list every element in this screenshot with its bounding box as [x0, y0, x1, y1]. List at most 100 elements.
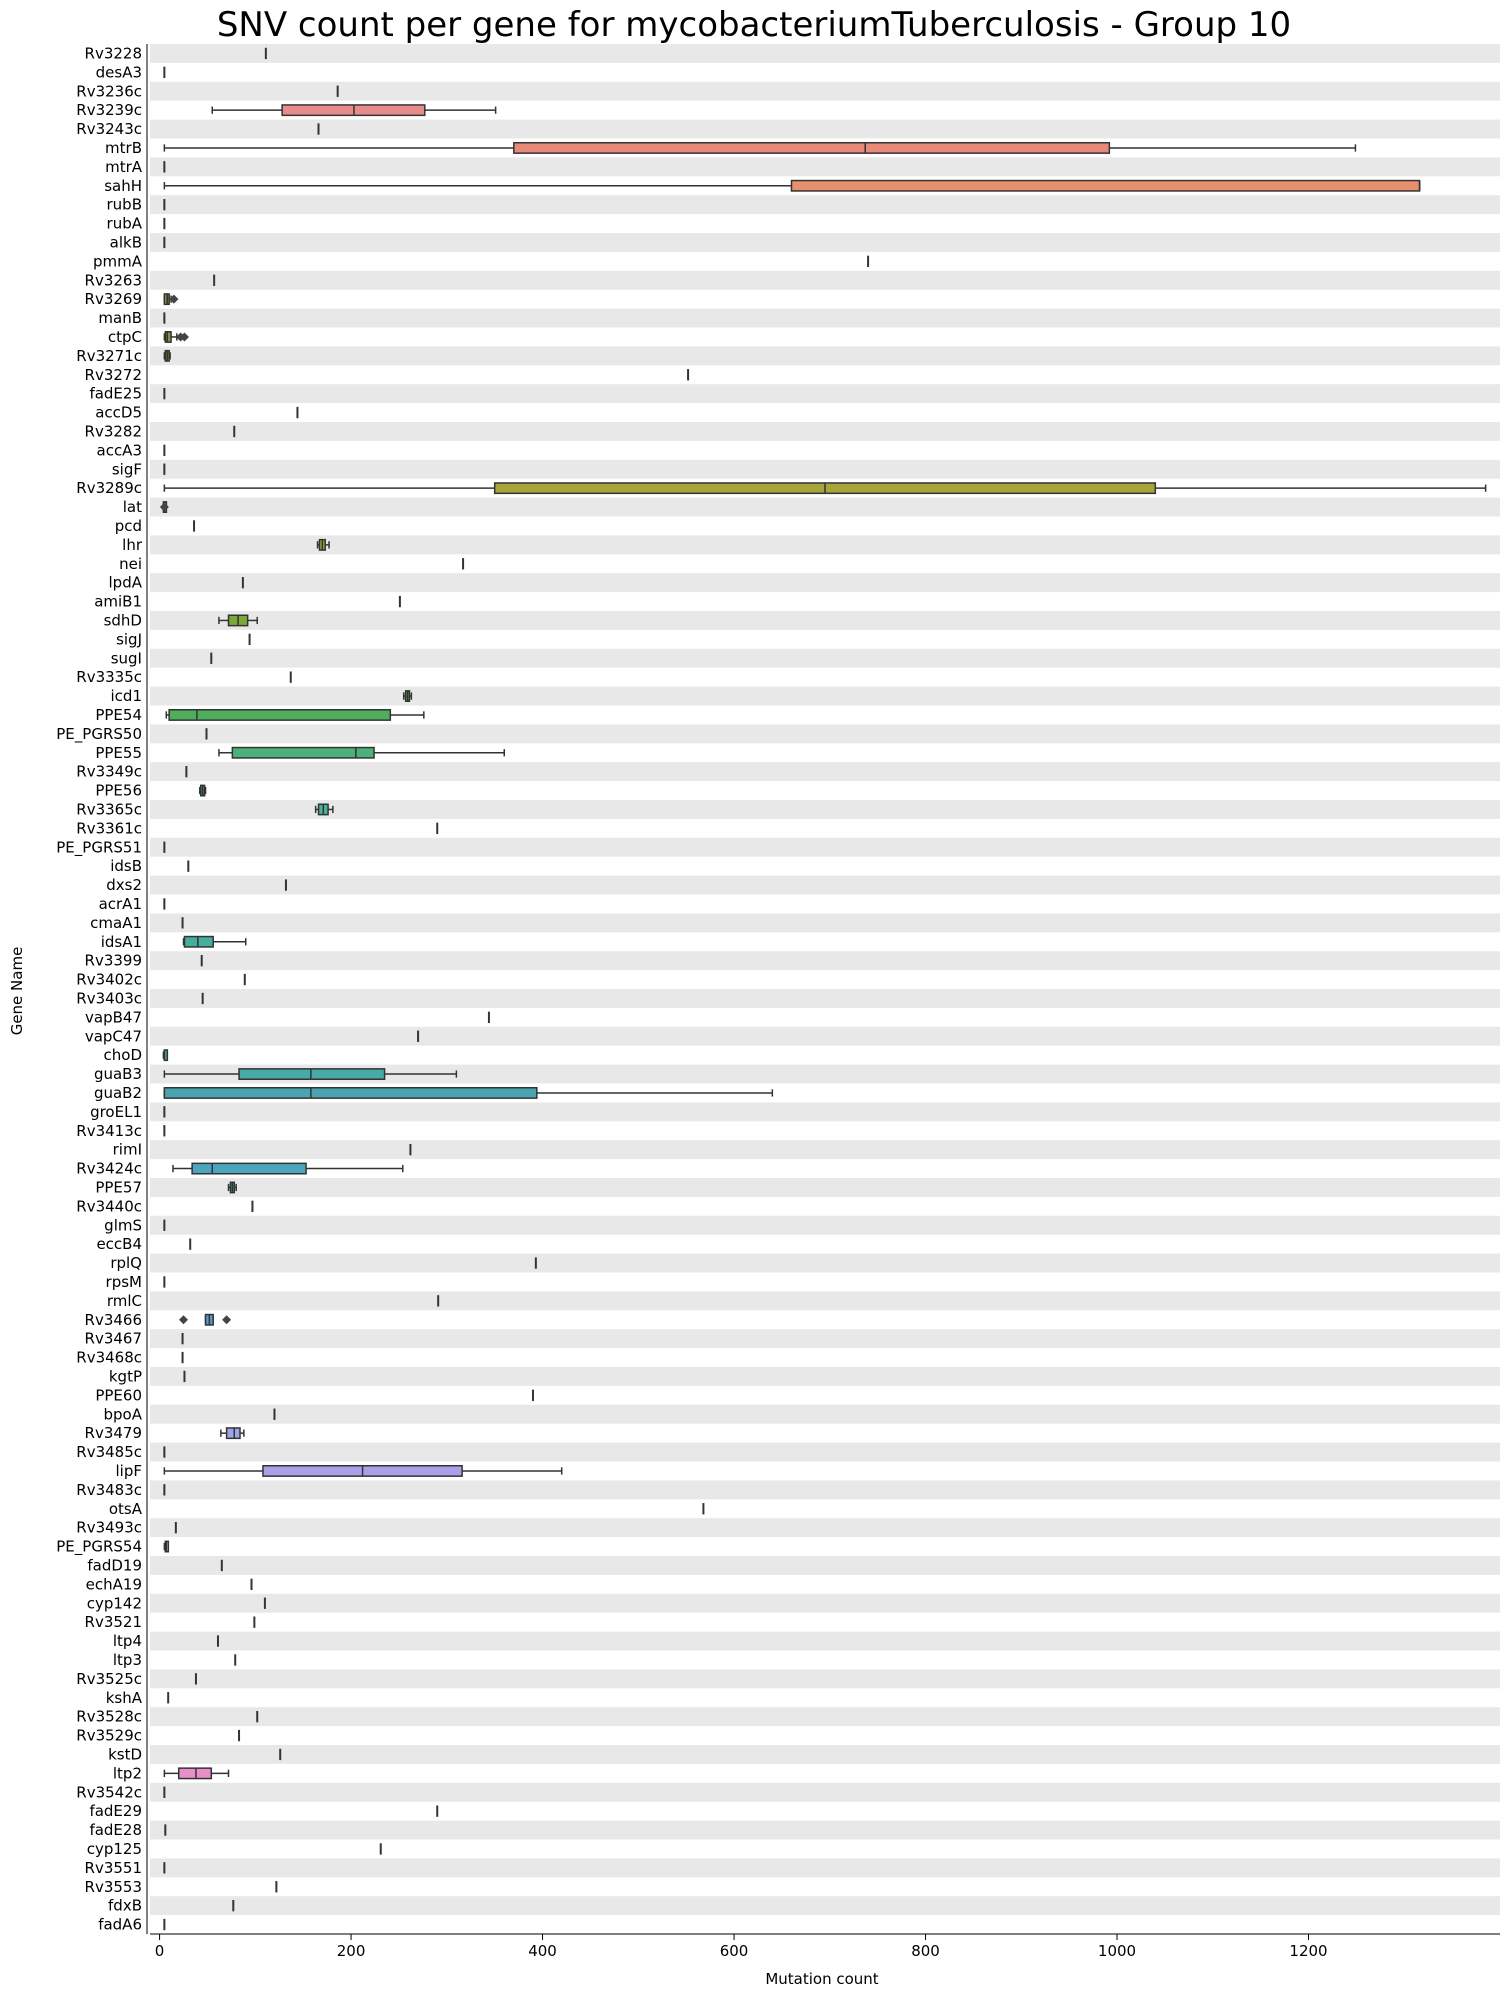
gene-label: Rv3289c — [76, 479, 142, 497]
gene-box — [163, 331, 189, 343]
iqr-box — [168, 709, 392, 721]
gene-label: Rv3282 — [85, 422, 142, 440]
gene-label: fadE25 — [89, 385, 142, 403]
row-band — [150, 1480, 1500, 1500]
gene-label: echA19 — [86, 1575, 142, 1593]
row-band — [150, 1556, 1500, 1575]
gene-box — [162, 1049, 169, 1062]
gene-box — [163, 1767, 230, 1780]
gene-label: lhr — [122, 536, 143, 554]
gene-label: rpsM — [106, 1273, 142, 1291]
gene-label: Rv3243c — [76, 120, 142, 138]
row-band — [150, 535, 1500, 555]
outlier-point — [179, 1315, 189, 1325]
row-band — [150, 1782, 1500, 1802]
gene-label: amiB1 — [94, 593, 142, 611]
gene-box — [218, 746, 506, 759]
row-band — [150, 1178, 1500, 1197]
iqr-box — [163, 1087, 538, 1099]
row-band — [150, 1707, 1500, 1727]
x-axis: 0 200 400 600 800 1000 1200 — [150, 1933, 1500, 1960]
iqr-box — [231, 746, 375, 759]
gene-box — [163, 1465, 563, 1477]
row-band — [150, 195, 1500, 215]
x-tick-label: 200 — [337, 1942, 366, 1960]
gene-label: idsB — [110, 857, 142, 875]
gene-label: PE_PGRS54 — [56, 1538, 142, 1557]
gene-label: rubA — [107, 215, 143, 233]
gene-label: lipF — [116, 1462, 142, 1480]
iqr-box — [238, 1068, 386, 1080]
gene-label: mtrA — [105, 158, 143, 176]
gene-label: Rv3272 — [85, 366, 142, 384]
gene-box — [163, 142, 1357, 154]
gene-box — [314, 803, 334, 816]
row-band — [150, 308, 1500, 328]
x-tick-label: 400 — [528, 1942, 557, 1960]
row-band — [150, 1291, 1500, 1311]
gene-label: sigJ — [116, 630, 142, 648]
gene-label: PPE60 — [95, 1386, 142, 1404]
x-tick-label: 0 — [155, 1942, 165, 1960]
row-band — [150, 270, 1500, 290]
x-tick-label: 1200 — [1289, 1942, 1327, 1960]
row-band — [150, 1329, 1500, 1349]
row-band — [150, 1593, 1500, 1613]
row-band — [150, 346, 1500, 366]
row-band — [150, 837, 1500, 857]
row-band — [150, 422, 1500, 441]
row-band — [150, 951, 1500, 971]
gene-label: Rv3553 — [85, 1878, 142, 1896]
box-layer — [159, 47, 1487, 1931]
gene-label: Rv3525c — [76, 1670, 142, 1688]
gene-box — [165, 709, 425, 721]
gene-label: Rv3335c — [76, 668, 142, 686]
gene-label: pcd — [115, 517, 142, 535]
gene-label: Rv3271c — [76, 347, 142, 365]
chart-title: SNV count per gene for mycobacteriumTube… — [217, 5, 1291, 45]
row-band — [150, 233, 1500, 252]
gene-label: Rv3413c — [76, 1122, 142, 1140]
gene-label: dxs2 — [106, 876, 142, 894]
gene-label: kstD — [108, 1745, 142, 1763]
gene-label: PPE56 — [95, 782, 142, 800]
gene-box — [163, 1540, 170, 1553]
gene-label: Rv3228 — [85, 44, 142, 62]
row-band — [150, 44, 1500, 63]
row-band — [150, 762, 1500, 782]
gene-label: icd1 — [111, 687, 142, 705]
gene-label: fdxB — [108, 1897, 142, 1915]
gene-label: Rv3424c — [76, 1160, 142, 1178]
row-band — [150, 1745, 1500, 1764]
iqr-box — [513, 142, 1111, 154]
row-band — [150, 1518, 1500, 1538]
row-band — [150, 1253, 1500, 1273]
gene-label: PE_PGRS50 — [56, 725, 142, 744]
gene-label: Rv3467 — [85, 1330, 142, 1348]
gene-label: Rv3542c — [76, 1783, 142, 1801]
gene-label: fadE28 — [89, 1821, 142, 1839]
gene-label: rplQ — [110, 1254, 142, 1272]
gene-label: Rv3485c — [76, 1443, 142, 1461]
row-bands — [150, 44, 1500, 1916]
gene-box — [179, 1313, 232, 1326]
gene-label: eccB4 — [96, 1235, 142, 1253]
gene-label: Rv3236c — [76, 82, 142, 100]
row-band — [150, 157, 1500, 177]
gene-label: ltp2 — [113, 1764, 142, 1782]
row-band — [150, 1669, 1500, 1689]
gene-box — [159, 501, 169, 513]
gene-box — [227, 1181, 237, 1194]
row-band — [150, 384, 1500, 404]
gene-label: lat — [123, 498, 142, 516]
gene-label: Rv3402c — [76, 971, 142, 989]
iqr-box — [790, 179, 1421, 192]
gene-label: guaB3 — [94, 1065, 142, 1083]
row-band — [150, 1820, 1500, 1840]
gene-label: sugI — [111, 649, 142, 667]
gene-box — [199, 784, 207, 797]
gene-box — [163, 1087, 774, 1099]
gene-label: Rv3483c — [76, 1481, 142, 1499]
gene-label: Rv3528c — [76, 1708, 142, 1726]
